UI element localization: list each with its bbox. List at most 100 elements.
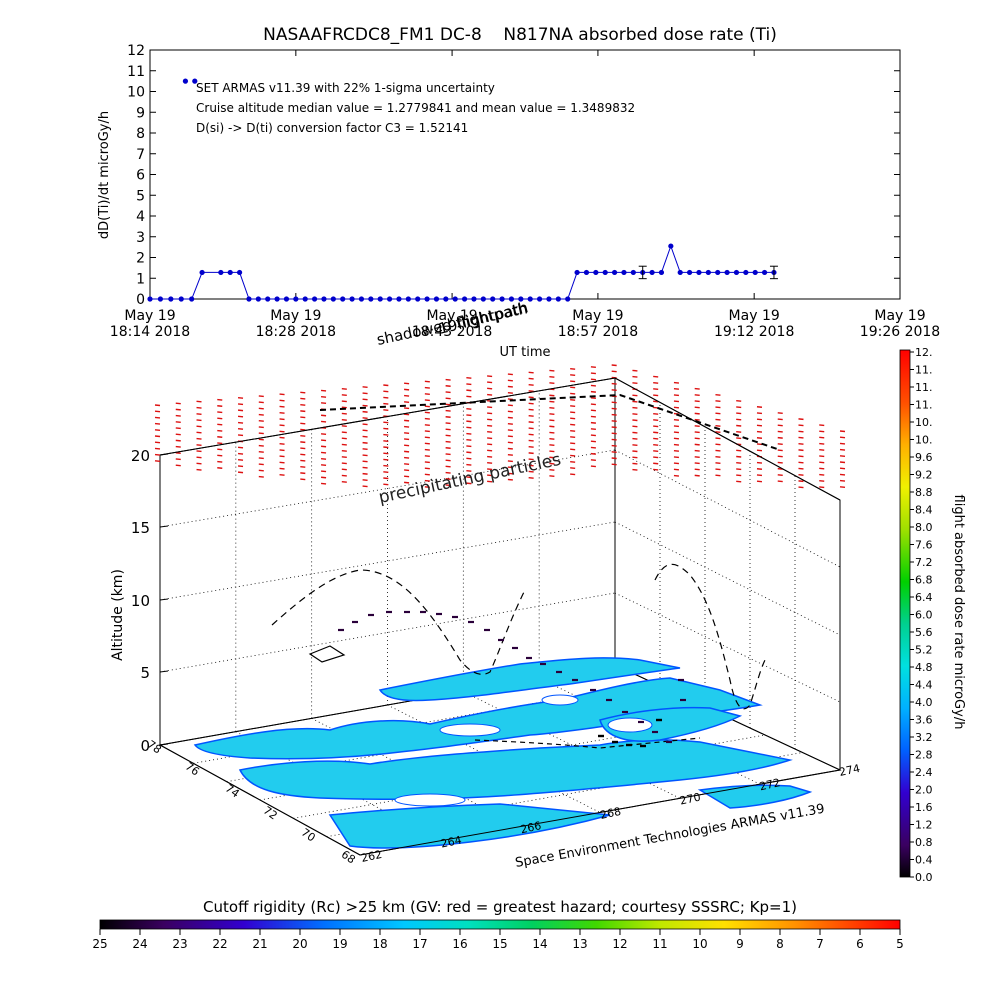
particle-dash bbox=[383, 471, 389, 473]
particle-dash bbox=[653, 443, 659, 446]
particle-dash bbox=[715, 406, 721, 409]
dose-rate-point bbox=[630, 269, 636, 276]
particle-dash bbox=[445, 459, 451, 462]
particle-dash bbox=[798, 449, 804, 452]
particle-dash bbox=[798, 436, 804, 439]
particle-dash bbox=[777, 418, 783, 421]
particle-dash bbox=[424, 473, 430, 476]
particle-dash bbox=[736, 418, 742, 421]
particle-dash bbox=[383, 458, 389, 461]
particle-dash bbox=[611, 438, 617, 441]
dose-rate-point bbox=[602, 269, 608, 276]
dose-rate-point bbox=[358, 296, 365, 302]
particle-dash bbox=[590, 390, 596, 393]
particle-dash bbox=[653, 406, 659, 409]
particle-dash bbox=[196, 425, 202, 428]
particle-dash bbox=[320, 402, 327, 405]
particle-dash bbox=[507, 416, 513, 419]
dose-rate-point bbox=[433, 296, 440, 302]
particle-dash bbox=[341, 437, 347, 440]
particle-dash bbox=[237, 409, 244, 412]
particle-dash bbox=[549, 437, 555, 440]
particle-dash bbox=[632, 406, 638, 409]
top-x-tick-label-line1: May 19 bbox=[874, 308, 925, 324]
particle-dash bbox=[528, 452, 534, 455]
particle-dash bbox=[819, 467, 825, 470]
particle-dash bbox=[570, 454, 576, 457]
longitude-tick-label: 274 bbox=[838, 762, 861, 779]
top-y-tick-label: 7 bbox=[136, 147, 145, 163]
particle-dash bbox=[487, 406, 493, 409]
particle-dash bbox=[175, 464, 181, 467]
particle-dash bbox=[175, 445, 181, 448]
top-x-tick-label-line2: 18:43 2018 bbox=[412, 324, 492, 340]
particle-dash bbox=[507, 435, 513, 438]
particle-dash bbox=[279, 418, 285, 421]
top-y-tick-label: 3 bbox=[136, 230, 145, 246]
particle-dash bbox=[611, 382, 617, 385]
dose-rate-point bbox=[157, 296, 164, 302]
particle-dash bbox=[320, 395, 327, 398]
particle-dash bbox=[445, 465, 451, 468]
particle-dash bbox=[445, 434, 451, 437]
particle-dash bbox=[756, 449, 763, 452]
particle-dash bbox=[258, 401, 264, 404]
particle-dash bbox=[320, 445, 327, 448]
particle-dash bbox=[611, 457, 617, 460]
rigidity-tick-label: 9 bbox=[736, 937, 744, 951]
particle-dash bbox=[736, 400, 742, 402]
particle-dash bbox=[445, 422, 451, 425]
particle-dash bbox=[777, 461, 783, 464]
particle-dash bbox=[507, 453, 513, 456]
dose-rate-point bbox=[246, 296, 252, 302]
particle-dash bbox=[570, 398, 576, 401]
particle-dash bbox=[590, 372, 596, 375]
particle-dash bbox=[383, 477, 389, 480]
particle-dash bbox=[798, 455, 804, 458]
dose-rate-point bbox=[574, 269, 580, 276]
particle-dash bbox=[549, 468, 555, 471]
particle-dash bbox=[383, 440, 389, 442]
particle-dash bbox=[632, 444, 638, 446]
particle-dash bbox=[756, 480, 763, 483]
particle-dash bbox=[507, 429, 513, 432]
particle-dash bbox=[673, 443, 680, 446]
particle-dash bbox=[217, 460, 223, 463]
particle-dash bbox=[653, 425, 659, 428]
rigidity-tick-label: 11 bbox=[652, 937, 667, 951]
latitude-tick-label: 76 bbox=[183, 760, 202, 779]
particle-dash bbox=[798, 467, 804, 470]
particle-dash bbox=[528, 439, 534, 442]
dose-rate-point bbox=[321, 296, 327, 302]
particle-dash bbox=[196, 413, 202, 415]
particle-dash bbox=[383, 433, 389, 436]
dose-rate-point bbox=[265, 296, 271, 302]
colorbar-tick-label: 1.6 bbox=[915, 801, 933, 814]
particle-dash bbox=[673, 462, 680, 465]
particle-dash bbox=[279, 405, 285, 408]
particle-dash bbox=[590, 459, 596, 462]
particle-dash bbox=[736, 424, 742, 427]
particle-dash bbox=[383, 464, 389, 467]
particle-dash bbox=[258, 438, 264, 441]
particle-dash bbox=[217, 436, 223, 438]
particle-dash bbox=[611, 401, 617, 404]
particle-dash bbox=[175, 408, 181, 411]
colorbar-label: flight absorbed dose rate microGy/h bbox=[951, 495, 966, 730]
particle-dash bbox=[300, 422, 306, 425]
particle-dash bbox=[404, 432, 410, 434]
particle-dash bbox=[839, 479, 846, 482]
colorbar-tick-label: 11. bbox=[915, 399, 933, 412]
particle-dash bbox=[300, 434, 306, 437]
colorbar-tick-label: 8.8 bbox=[915, 486, 933, 499]
particle-dash bbox=[383, 446, 389, 449]
particle-dash bbox=[611, 426, 617, 429]
particle-dash bbox=[217, 448, 223, 451]
top-x-axis-label: UT time bbox=[500, 345, 551, 360]
particle-dash bbox=[819, 473, 825, 476]
particle-dash bbox=[715, 474, 721, 477]
particle-dash bbox=[715, 431, 721, 434]
particle-dash bbox=[279, 467, 285, 470]
particle-dash bbox=[320, 470, 327, 473]
particle-dash bbox=[673, 381, 680, 384]
